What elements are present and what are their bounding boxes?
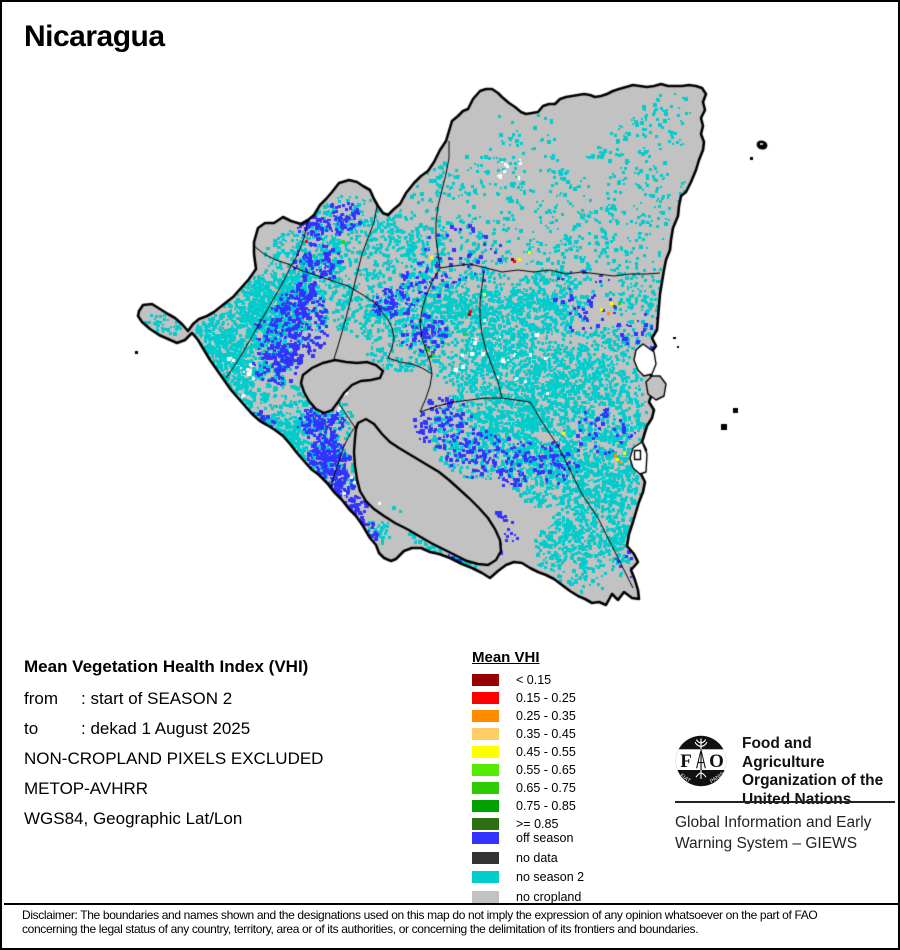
legend-swatch bbox=[472, 764, 499, 776]
legend-swatch bbox=[472, 890, 499, 903]
legend-label: off season bbox=[516, 831, 574, 845]
legend-swatch bbox=[472, 800, 499, 812]
giews-line: Warning System – GIEWS bbox=[675, 835, 858, 852]
info-line: WGS84, Geographic Lat/Lon bbox=[24, 809, 243, 828]
disclaimer-text: Disclaimer: The boundaries and names sho… bbox=[22, 908, 882, 936]
legend-label: 0.65 - 0.75 bbox=[516, 781, 576, 795]
legend-swatch bbox=[472, 818, 499, 830]
page-title: Nicaragua bbox=[24, 20, 165, 53]
giews-label: Global Information and Early Warning Syst… bbox=[675, 812, 871, 854]
legend-swatch bbox=[472, 871, 499, 883]
disclaimer-line1: Disclaimer: The boundaries and names sho… bbox=[22, 908, 818, 922]
disclaimer-separator bbox=[4, 903, 898, 905]
legend-label: 0.15 - 0.25 bbox=[516, 691, 576, 705]
legend-label: 0.35 - 0.45 bbox=[516, 727, 576, 741]
legend-label: 0.55 - 0.65 bbox=[516, 763, 576, 777]
legend-swatch bbox=[472, 746, 499, 758]
info-line: NON-CROPLAND PIXELS EXCLUDED bbox=[24, 749, 324, 768]
legend-label: 0.75 - 0.85 bbox=[516, 799, 576, 813]
fao-name-line: Organization of the bbox=[742, 772, 884, 789]
fao-divider bbox=[675, 801, 895, 803]
info-heading: Mean Vegetation Health Index (VHI) bbox=[24, 657, 309, 676]
disclaimer-line2: concerning the legal status of any count… bbox=[22, 922, 699, 936]
info-rows: from: start of SEASON 2 to: dekad 1 Augus… bbox=[24, 690, 454, 828]
legend-label: 0.45 - 0.55 bbox=[516, 745, 576, 759]
legend-swatch bbox=[472, 832, 499, 844]
map-info-block: Mean Vegetation Health Index (VHI) from:… bbox=[24, 657, 454, 840]
legend-label: no season 2 bbox=[516, 870, 585, 884]
legend-swatch bbox=[472, 692, 499, 704]
legend-label: no data bbox=[516, 850, 558, 865]
legend-label: no cropland bbox=[516, 889, 582, 904]
legend-label: 0.25 - 0.35 bbox=[516, 709, 576, 723]
legend-swatch bbox=[472, 851, 499, 864]
legend-label: < 0.15 bbox=[516, 673, 552, 687]
legend-swatch bbox=[472, 674, 499, 686]
info-row: to: dekad 1 August 2025 bbox=[24, 719, 251, 738]
legend-swatch bbox=[472, 710, 499, 722]
legend-swatch bbox=[472, 782, 499, 794]
fao-name-line: United Nations bbox=[742, 790, 852, 808]
svg-text:O: O bbox=[709, 751, 724, 772]
fao-logo: F O FIAT PANIS bbox=[675, 735, 727, 787]
fao-name-line: Food and Agriculture bbox=[742, 735, 825, 771]
svg-text:FIAT: FIAT bbox=[679, 773, 692, 785]
svg-text:F: F bbox=[680, 751, 692, 772]
fao-org-name: Food and Agriculture Organization of the U… bbox=[742, 735, 898, 809]
info-line: METOP-AVHRR bbox=[24, 779, 149, 798]
legend-title: Mean VHI bbox=[472, 649, 540, 666]
giews-line: Global Information and Early bbox=[675, 814, 872, 831]
legend-label: >= 0.85 bbox=[516, 817, 559, 831]
legend-swatch bbox=[472, 728, 499, 740]
info-row: from: start of SEASON 2 bbox=[24, 689, 233, 708]
